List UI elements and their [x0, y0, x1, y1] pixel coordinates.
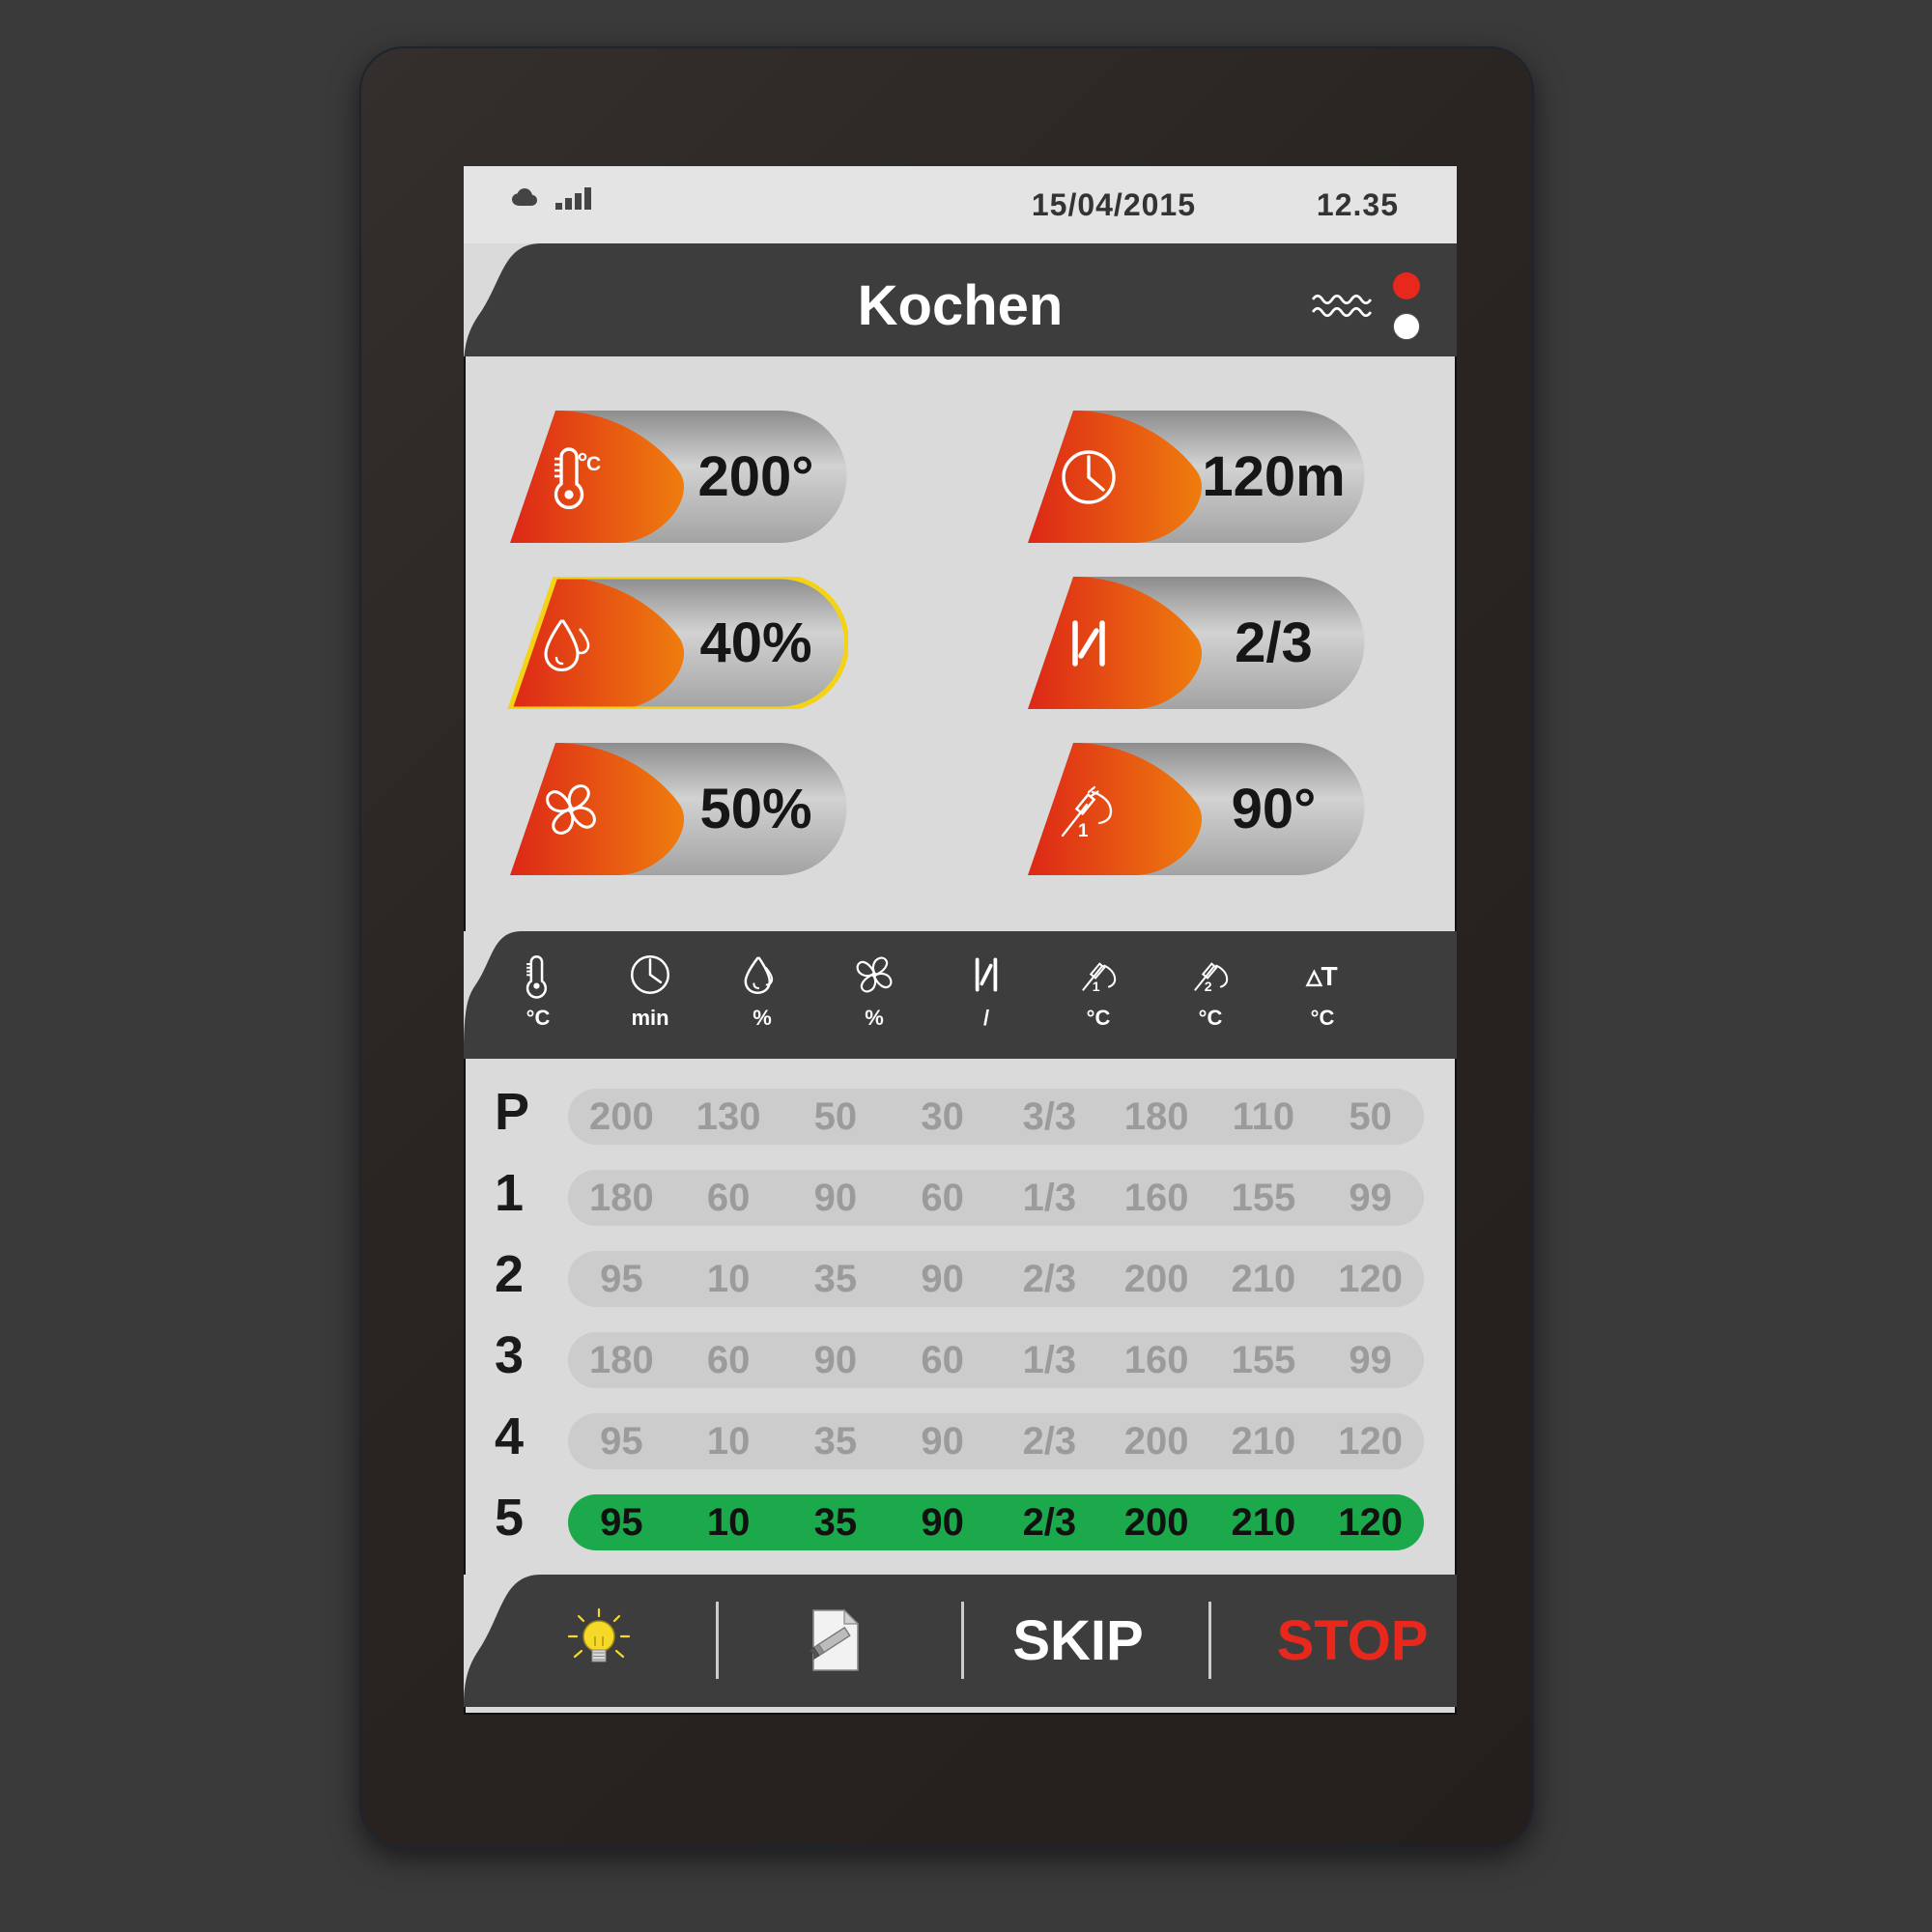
svg-text:1: 1 — [1093, 979, 1100, 994]
svg-text:1: 1 — [1078, 821, 1089, 841]
svg-text:T: T — [1321, 961, 1337, 991]
svg-text:2: 2 — [1205, 979, 1212, 994]
svg-text:C: C — [586, 453, 601, 475]
